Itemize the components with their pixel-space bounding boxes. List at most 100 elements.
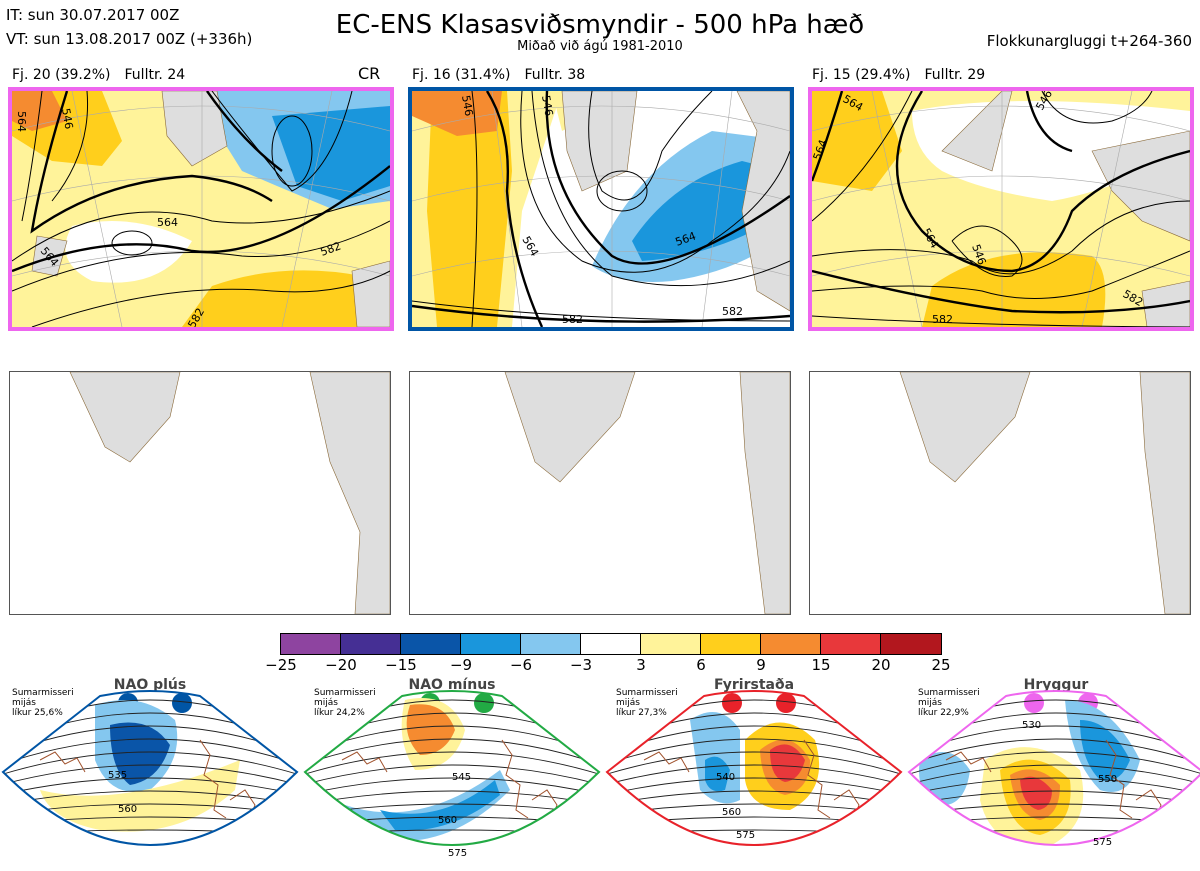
regime-marker-dot — [776, 693, 796, 713]
regime-note-line: líkur 22,9% — [918, 708, 969, 718]
height-contour — [607, 803, 901, 816]
height-contour — [607, 725, 901, 756]
anomaly-shading — [345, 770, 510, 842]
coastline — [341, 739, 558, 826]
height-contour — [607, 751, 901, 776]
cluster-1-tag: CR — [358, 64, 381, 83]
height-contour — [3, 764, 297, 786]
regime-contour-label: 575 — [736, 830, 755, 841]
contour-label: 564 — [15, 111, 28, 132]
regime-note: Sumarmisseri mijás líkur 24,2% — [314, 688, 376, 718]
regime-note-line: mijás — [314, 698, 338, 708]
height-contour — [909, 751, 1200, 776]
regime-contour-label: 530 — [1022, 720, 1041, 731]
height-contour — [305, 790, 599, 806]
height-contour — [305, 816, 599, 826]
regime-marker-dot — [474, 693, 494, 713]
valid-time: VT: sun 13.08.2017 00Z (+336h) — [6, 30, 253, 48]
regime-contour-label: 540 — [716, 772, 735, 783]
cluster-3-label: Fj. 15 (29.4%) Fulltr. 29 — [812, 67, 999, 83]
anomaly-shading — [705, 756, 730, 792]
regime-marker-dot — [722, 693, 742, 713]
cluster-2-fulltr: Fulltr. 38 — [524, 67, 586, 83]
page-title: EC-ENS Klasasviðsmyndir - 500 hPa hæð — [335, 10, 865, 40]
height-contour — [305, 725, 599, 756]
height-contour — [3, 816, 297, 826]
anomaly-shading — [1000, 759, 1071, 835]
cluster-3-fj: Fj. 15 (29.4%) — [812, 67, 911, 83]
height-contour — [3, 738, 297, 766]
contour-label: 564 — [157, 216, 178, 229]
regime-marker-dot — [1078, 693, 1098, 713]
height-contour — [305, 829, 599, 836]
height-contour — [909, 803, 1200, 816]
anomaly-shading — [1065, 700, 1140, 792]
anomaly-shading — [980, 747, 1084, 845]
regime-note-line: mijás — [616, 698, 640, 708]
coastline — [945, 739, 1162, 826]
contour-label: 582 — [932, 313, 953, 326]
colorbar-tick-label: 15 — [811, 656, 831, 674]
colorbar-tick-label: −15 — [385, 656, 417, 674]
height-contour — [909, 777, 1200, 796]
coastline — [643, 739, 860, 826]
colorbar-swatch — [701, 634, 761, 654]
regime-contour-label: 575 — [448, 848, 467, 859]
colorbar-tick-label: −3 — [569, 656, 593, 674]
anomaly-shading — [1080, 720, 1130, 781]
height-contour — [909, 725, 1200, 756]
contour-label: 546 — [539, 94, 555, 117]
colorbar-tick-label: 25 — [931, 656, 951, 674]
regime-note-line: líkur 25,6% — [12, 708, 63, 718]
anomaly-colorbar — [280, 633, 942, 655]
regime-note-line: Sumarmisseri — [12, 688, 74, 698]
anomaly-shading — [745, 722, 820, 810]
height-contour — [909, 764, 1200, 786]
anomaly-shading — [95, 700, 178, 792]
regime-note-line: Sumarmisseri — [918, 688, 980, 698]
regime-marker-dot — [420, 693, 440, 713]
anomaly-shading — [1015, 848, 1045, 858]
height-contour — [909, 790, 1200, 806]
colorbar-swatch — [641, 634, 701, 654]
colorbar-tick-label: −20 — [325, 656, 357, 674]
regime-note-line: Sumarmisseri — [314, 688, 376, 698]
regime-contour-label: 560 — [722, 807, 741, 818]
anomaly-shading — [690, 712, 740, 804]
contour-label: 582 — [722, 305, 743, 318]
anomaly-shading — [760, 739, 810, 795]
regime-note-line: líkur 24,2% — [314, 708, 365, 718]
height-contour — [607, 738, 901, 766]
contour-label: 546 — [59, 107, 75, 130]
colorbar-swatch — [881, 634, 941, 654]
regime-contour-label: 535 — [108, 770, 127, 781]
height-contour — [909, 816, 1200, 826]
regime-marker-dot — [1024, 693, 1044, 713]
colorbar-swatch — [761, 634, 821, 654]
anomaly-shading — [1020, 776, 1052, 810]
height-contour — [3, 725, 297, 756]
height-contour — [305, 751, 599, 776]
coastline — [39, 739, 256, 826]
regime-contour-label: 545 — [452, 772, 471, 783]
regime-note-line: líkur 27,3% — [616, 708, 667, 718]
height-contour — [3, 790, 297, 806]
regime-note: Sumarmisseri mijás líkur 22,9% — [918, 688, 980, 718]
empty-map-2 — [409, 371, 791, 615]
initial-time: IT: sun 30.07.2017 00Z — [6, 6, 180, 24]
empty-map-1 — [9, 371, 391, 615]
anomaly-shading — [380, 780, 500, 831]
height-contour — [305, 738, 599, 766]
regime-note-line: Sumarmisseri — [616, 688, 678, 698]
height-contour — [3, 751, 297, 776]
contour-label: 546 — [459, 94, 475, 117]
anomaly-shading — [919, 752, 970, 806]
colorbar-swatch — [581, 634, 641, 654]
colorbar-tick-label: −6 — [509, 656, 533, 674]
height-contour — [909, 738, 1200, 766]
cluster-2-map: 546 546 564 564 582 582 — [408, 87, 794, 331]
height-contour — [3, 829, 297, 836]
colorbar-swatch — [461, 634, 521, 654]
regime-note-line: mijás — [918, 698, 942, 708]
colorbar-tick-label: 9 — [756, 656, 766, 674]
